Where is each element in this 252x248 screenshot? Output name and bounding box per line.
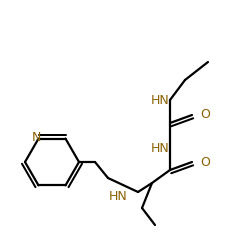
Text: O: O (200, 109, 210, 122)
Text: HN: HN (151, 142, 169, 155)
Text: N: N (32, 131, 41, 144)
Text: HN: HN (151, 93, 169, 106)
Text: HN: HN (109, 189, 127, 203)
Text: O: O (200, 155, 210, 168)
